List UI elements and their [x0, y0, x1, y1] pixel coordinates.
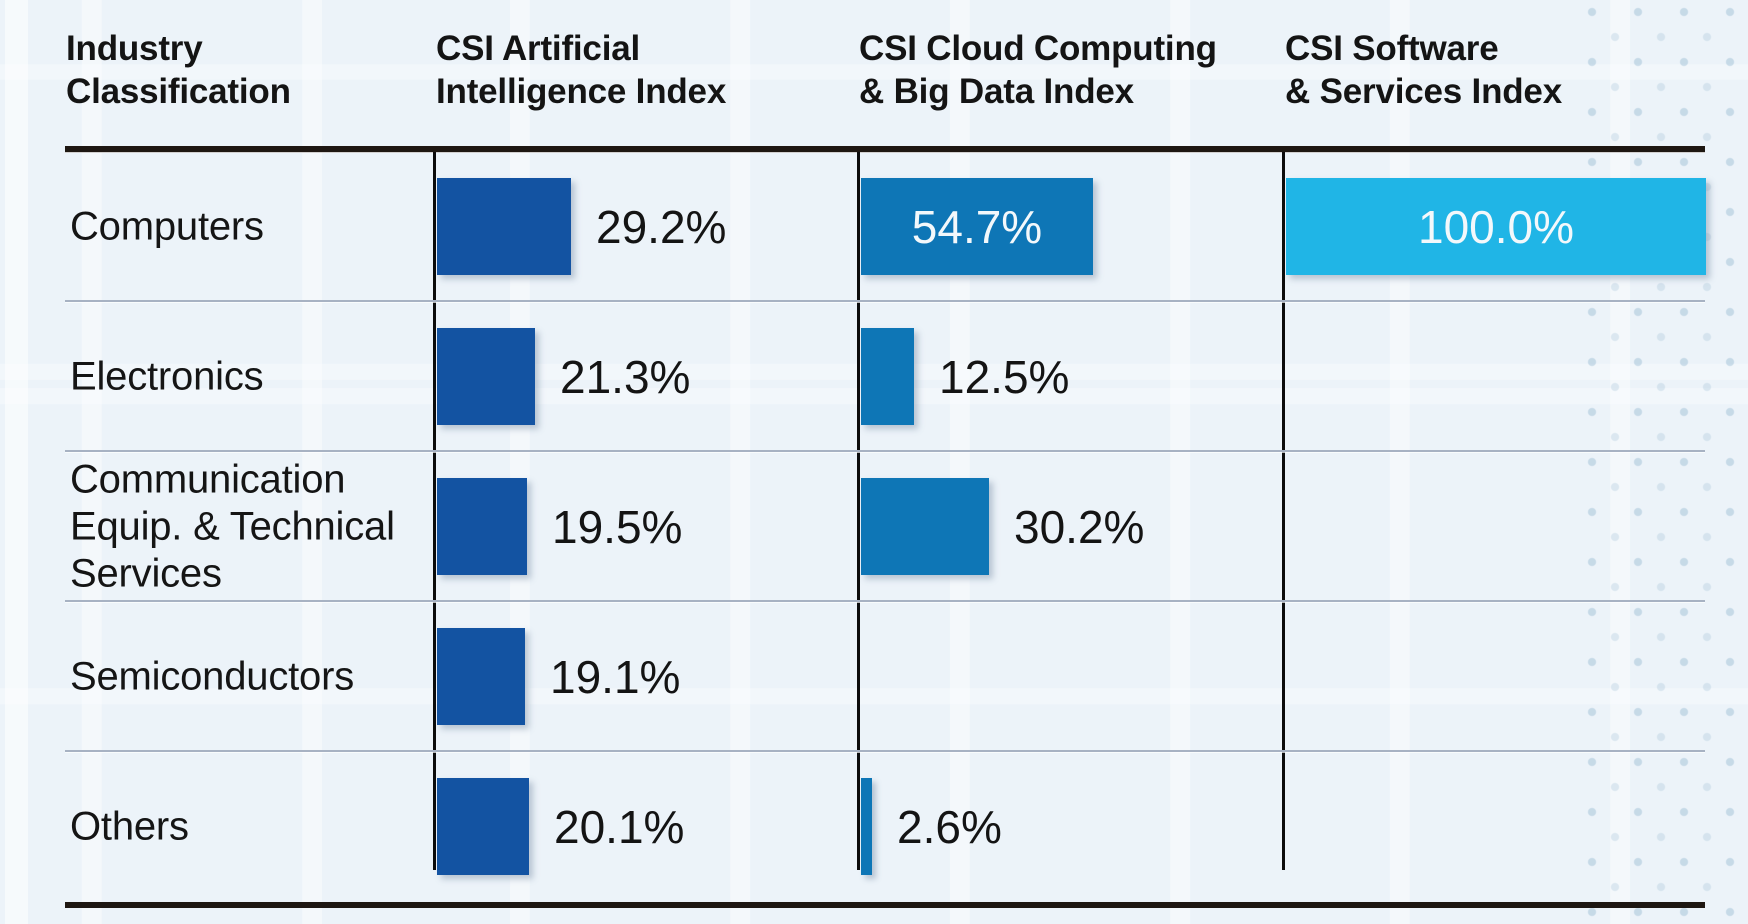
- bottom-rule: [65, 902, 1705, 908]
- table-row-computers: Computers 29.2% 54.7% 100.0%: [0, 152, 1748, 302]
- value-label: 12.5%: [939, 350, 1070, 403]
- cloud-column-axis: [857, 152, 860, 870]
- ai-column-axis: [433, 152, 436, 870]
- row-separator: [65, 300, 1705, 302]
- header-line: & Big Data Index: [859, 72, 1134, 111]
- header-cloud-index: CSI Cloud Computing & Big Data Index: [859, 27, 1279, 113]
- header-line: & Services Index: [1285, 72, 1562, 111]
- table-row-semiconductors: Semiconductors 19.1%: [0, 602, 1748, 752]
- cloud-index-bar: 2.6%: [861, 778, 1002, 875]
- ai-index-bar: 29.2%: [437, 178, 726, 275]
- row-separator: [65, 600, 1705, 602]
- software-index-bar: 100.0%: [1286, 178, 1706, 275]
- header-ai-index: CSI Artificial Intelligence Index: [436, 27, 846, 113]
- ai-index-bar: 19.5%: [437, 478, 682, 575]
- value-label: 21.3%: [560, 350, 691, 403]
- header-line: CSI Software: [1285, 29, 1499, 68]
- ai-index-bar: 20.1%: [437, 778, 684, 875]
- table-row-others: Others 20.1% 2.6%: [0, 752, 1748, 902]
- header-industry-classification: Industry Classification: [66, 27, 406, 113]
- value-label: 54.7%: [911, 200, 1043, 253]
- row-label: Computers: [70, 204, 264, 249]
- value-label: 19.1%: [550, 650, 681, 703]
- value-label: 100.0%: [1417, 200, 1575, 253]
- cloud-index-bar: 12.5%: [861, 328, 1069, 425]
- row-label: Communication Equip. & Technical Service…: [70, 457, 395, 596]
- row-label: Semiconductors: [70, 654, 354, 699]
- header-software-index: CSI Software & Services Index: [1285, 27, 1715, 113]
- ai-index-bar: 21.3%: [437, 328, 690, 425]
- header-line: Intelligence Index: [436, 72, 727, 111]
- header-line: Industry: [66, 29, 203, 68]
- row-separator: [65, 450, 1705, 452]
- header-line: CSI Cloud Computing: [859, 29, 1217, 68]
- header-rule: [65, 146, 1705, 153]
- left-edge-highlight: [5, 0, 28, 924]
- header-line: CSI Artificial: [436, 29, 641, 68]
- value-label: 30.2%: [1014, 500, 1145, 553]
- table-row-communication: Communication Equip. & Technical Service…: [0, 452, 1748, 602]
- row-label: Electronics: [70, 354, 264, 399]
- cloud-index-bar: 30.2%: [861, 478, 1144, 575]
- value-label: 19.5%: [552, 500, 683, 553]
- header-line: Classification: [66, 72, 291, 111]
- ai-index-bar: 19.1%: [437, 628, 680, 725]
- value-label: 29.2%: [596, 200, 727, 253]
- cloud-index-bar: 54.7%: [861, 178, 1093, 275]
- row-label: Others: [70, 804, 189, 849]
- value-label: 2.6%: [897, 800, 1002, 853]
- value-label: 20.1%: [554, 800, 685, 853]
- software-column-axis: [1282, 152, 1285, 870]
- table-row-electronics: Electronics 21.3% 12.5%: [0, 302, 1748, 452]
- row-separator: [65, 750, 1705, 752]
